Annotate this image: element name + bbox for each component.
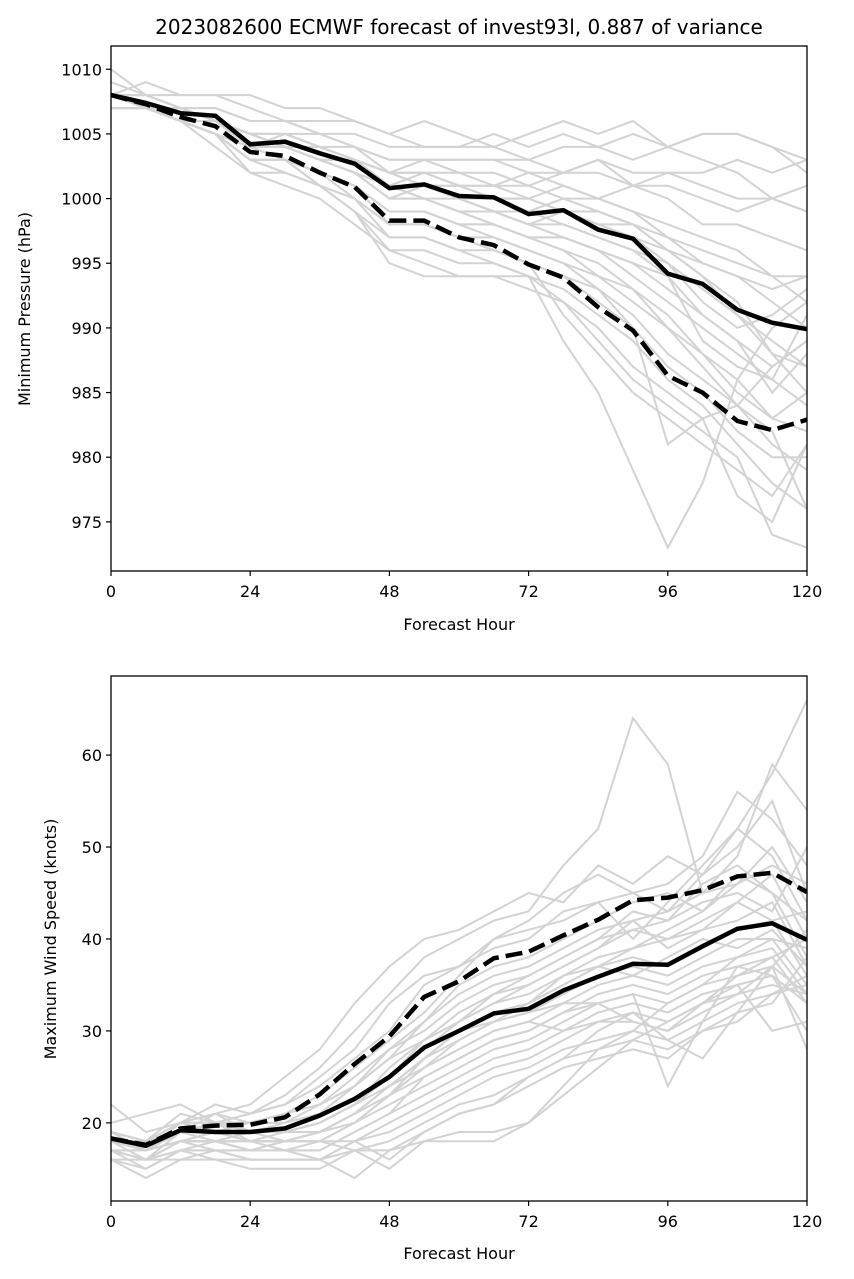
pressure-y-tick-label: 1000: [61, 190, 102, 209]
wind-member-line-23: [111, 965, 807, 1152]
pressure-member-line-29: [111, 94, 807, 433]
pressure-y-axis-label: Minimum Pressure (hPa): [15, 212, 34, 406]
wind-weighted-mean-line: [111, 870, 807, 1148]
pressure-x-ticks: 0 24 48 72 96 120: [106, 571, 822, 601]
wind-member-line-18: [111, 956, 807, 1170]
pressure-y-tick-label: 985: [71, 384, 102, 403]
pressure-x-tick-label: 72: [518, 582, 538, 601]
wind-ensemble-members: [111, 699, 807, 1180]
wind-member-line-5: [111, 827, 807, 1161]
wind-y-tick-label: 60: [82, 746, 102, 765]
pressure-member-line-5: [111, 94, 807, 200]
wind-x-tick-label: 0: [106, 1212, 116, 1231]
wind-panel: 0 24 48 72 96 120 20 30 40 50 60 Forecast Hour Ma…: [41, 675, 822, 1263]
wind-member-line-22: [111, 929, 807, 1161]
pressure-x-tick-label: 24: [240, 582, 260, 601]
pressure-x-tick-label: 96: [658, 582, 678, 601]
wind-member-line-17: [111, 983, 807, 1170]
wind-member-line-29: [111, 983, 807, 1152]
pressure-axes-frame: [110, 45, 808, 572]
wind-member-line-30: [111, 928, 807, 1161]
pressure-y-tick-label: 980: [71, 448, 102, 467]
pressure-x-tick-label: 0: [106, 582, 116, 601]
wind-y-tick-label: 30: [82, 1022, 102, 1041]
pressure-y-ticks: 975 980 985 990 995 1000 1005 1010: [61, 60, 111, 532]
wind-member-line-28: [111, 901, 807, 1143]
pressure-x-tick-label: 48: [379, 582, 399, 601]
pressure-y-tick-label: 990: [71, 319, 102, 338]
wind-x-ticks: 0 24 48 72 96 120: [106, 1201, 822, 1231]
chart-title: 2023082600 ECMWF forecast of invest93l, …: [155, 15, 763, 39]
wind-x-axis-label: Forecast Hour: [403, 1244, 515, 1263]
wind-x-tick-label: 96: [658, 1212, 678, 1231]
wind-member-line-1: [111, 699, 807, 1134]
wind-x-tick-label: 24: [240, 1212, 260, 1231]
pressure-y-tick-label: 1010: [61, 60, 102, 79]
pressure-ensemble-mean-line: [111, 92, 807, 332]
wind-y-ticks: 20 30 40 50 60: [82, 746, 111, 1133]
pressure-x-axis-label: Forecast Hour: [403, 615, 515, 634]
wind-y-tick-label: 40: [82, 930, 102, 949]
wind-ensemble-mean-line: [111, 920, 807, 1149]
wind-y-tick-label: 50: [82, 838, 102, 857]
wind-x-tick-label: 72: [518, 1212, 538, 1231]
pressure-y-tick-label: 975: [71, 513, 102, 532]
pressure-summary-lines: [111, 92, 807, 433]
pressure-y-tick-label: 995: [71, 254, 102, 273]
pressure-member-line-3: [111, 94, 807, 161]
wind-x-tick-label: 48: [379, 1212, 399, 1231]
pressure-weighted-mean-line: [111, 92, 807, 433]
pressure-x-tick-label: 120: [792, 582, 823, 601]
wind-x-tick-label: 120: [792, 1212, 823, 1231]
wind-summary-lines: [111, 870, 807, 1149]
pressure-member-line-21: [111, 107, 807, 549]
wind-y-axis-label: Maximum Wind Speed (knots): [41, 819, 60, 1060]
pressure-panel: 0 24 48 72 96 120 975 980 985 990 995 1000 1005 1010…: [15, 45, 822, 634]
pressure-y-tick-label: 1005: [61, 125, 102, 144]
pressure-member-line-28: [111, 94, 807, 510]
wind-y-tick-label: 20: [82, 1114, 102, 1133]
